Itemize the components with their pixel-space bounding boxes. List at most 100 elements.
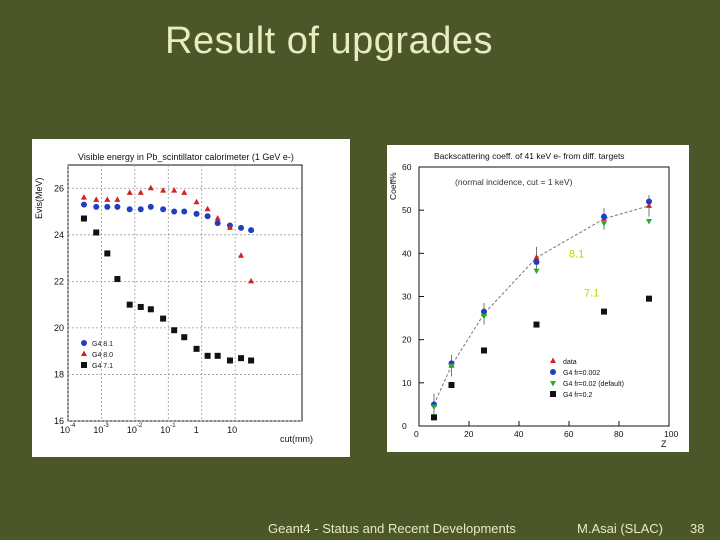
legend-marker bbox=[550, 391, 556, 397]
data-point bbox=[431, 404, 437, 411]
legend-label: G4 8.0 bbox=[92, 352, 113, 359]
visible-energy-chart: Visible energy in Pb_scintillator calori… bbox=[34, 152, 313, 444]
data-point bbox=[160, 315, 167, 322]
legend-marker bbox=[81, 340, 87, 346]
version-overlay-label: 8.1 bbox=[569, 249, 584, 261]
legend-label: G4 8.1 bbox=[92, 341, 113, 348]
data-point bbox=[93, 203, 100, 210]
legend-marker bbox=[550, 381, 556, 387]
x-tick-label: 10 bbox=[227, 425, 237, 435]
data-point bbox=[137, 303, 144, 310]
y-tick-label: 50 bbox=[402, 205, 412, 215]
data-point bbox=[646, 202, 652, 208]
data-point bbox=[601, 213, 607, 220]
footer-presentation-title: Geant4 - Status and Recent Developments bbox=[268, 521, 516, 536]
y-tick-label: 22 bbox=[54, 276, 64, 286]
data-point bbox=[481, 347, 487, 354]
legend-label: G4 fr=0.002 bbox=[563, 370, 600, 377]
data-point bbox=[137, 189, 144, 195]
data-point bbox=[214, 352, 221, 359]
legend-label: G4 fr=0.2 bbox=[563, 392, 592, 399]
data-point bbox=[431, 414, 437, 421]
legend-marker bbox=[550, 357, 556, 363]
plot-frame bbox=[67, 164, 303, 422]
y-tick-label: 26 bbox=[54, 183, 64, 193]
footer-author: M.Asai (SLAC) bbox=[577, 521, 663, 536]
data-point bbox=[533, 321, 540, 328]
data-point bbox=[204, 352, 211, 359]
data-point bbox=[226, 224, 233, 230]
plot-frame bbox=[418, 166, 670, 427]
data-point bbox=[238, 252, 245, 258]
data-point bbox=[601, 221, 607, 227]
y-tick-label: 0 bbox=[402, 421, 407, 431]
version-overlay-label: 7.1 bbox=[584, 288, 599, 300]
data-point bbox=[126, 206, 133, 213]
data-point bbox=[533, 268, 540, 275]
data-point bbox=[181, 189, 188, 195]
data-point bbox=[160, 206, 167, 213]
y-tick-label: 16 bbox=[54, 416, 64, 426]
data-point bbox=[114, 196, 121, 202]
x-tick-exponent: -3 bbox=[103, 423, 109, 429]
data-point bbox=[104, 196, 111, 202]
data-point bbox=[147, 184, 154, 191]
data-point bbox=[171, 187, 178, 193]
chart-panel-backscattering: Backscattering coeff. of 41 keV e- from … bbox=[387, 145, 689, 452]
x-tick-exponent: -4 bbox=[70, 423, 76, 429]
data-point bbox=[193, 345, 200, 352]
x-tick-label: 60 bbox=[564, 429, 574, 439]
chart-title: Backscattering coeff. of 41 keV e- from … bbox=[434, 151, 625, 161]
data-point bbox=[193, 210, 200, 217]
legend-marker bbox=[81, 350, 87, 356]
data-point bbox=[104, 203, 111, 210]
data-point bbox=[533, 258, 540, 265]
data-point bbox=[160, 187, 167, 193]
y-tick-label: 20 bbox=[402, 335, 412, 345]
data-point bbox=[80, 201, 87, 208]
x-tick-label: 10 bbox=[93, 425, 103, 435]
x-axis-label: cut(mm) bbox=[280, 434, 313, 444]
data-point bbox=[646, 198, 652, 205]
data-point bbox=[147, 306, 154, 313]
data-point bbox=[181, 334, 188, 341]
data-point bbox=[248, 357, 255, 364]
data-point bbox=[93, 229, 100, 236]
data-point bbox=[171, 327, 178, 334]
data-point bbox=[533, 254, 540, 260]
data-point bbox=[104, 250, 111, 257]
y-tick-label: 10 bbox=[402, 378, 412, 388]
data-point bbox=[238, 355, 245, 362]
chart-title: Visible energy in Pb_scintillator calori… bbox=[78, 152, 294, 162]
x-tick-label: 10 bbox=[160, 425, 170, 435]
y-tick-label: 60 bbox=[402, 162, 412, 172]
y-tick-label: 40 bbox=[402, 248, 412, 258]
x-tick-label: 100 bbox=[664, 429, 678, 439]
legend-label: data bbox=[563, 359, 577, 366]
x-axis-label: Z bbox=[661, 439, 667, 449]
backscattering-chart: Backscattering coeff. of 41 keV e- from … bbox=[388, 151, 678, 449]
y-axis-label: Evis(MeV) bbox=[34, 177, 44, 219]
data-point bbox=[126, 301, 133, 308]
x-tick-label: 40 bbox=[514, 429, 524, 439]
x-tick-exponent: -2 bbox=[137, 423, 143, 429]
x-tick-label: 1 bbox=[194, 425, 199, 435]
data-point bbox=[481, 313, 487, 320]
y-tick-label: 20 bbox=[54, 323, 64, 333]
data-point bbox=[147, 203, 154, 210]
data-point bbox=[137, 206, 144, 213]
footer-page-number: 38 bbox=[690, 521, 705, 536]
data-point bbox=[204, 205, 211, 212]
data-trend-line bbox=[433, 205, 650, 405]
data-point bbox=[80, 194, 87, 200]
x-tick-label: 20 bbox=[464, 429, 474, 439]
legend-label: G4 7.1 bbox=[92, 363, 113, 370]
data-point bbox=[481, 308, 487, 315]
data-point bbox=[226, 357, 233, 364]
legend-marker bbox=[550, 369, 556, 375]
data-point bbox=[646, 218, 652, 225]
data-point bbox=[248, 227, 255, 234]
y-tick-label: 24 bbox=[54, 230, 64, 240]
x-tick-label: 0 bbox=[414, 429, 419, 439]
data-point bbox=[193, 198, 200, 205]
